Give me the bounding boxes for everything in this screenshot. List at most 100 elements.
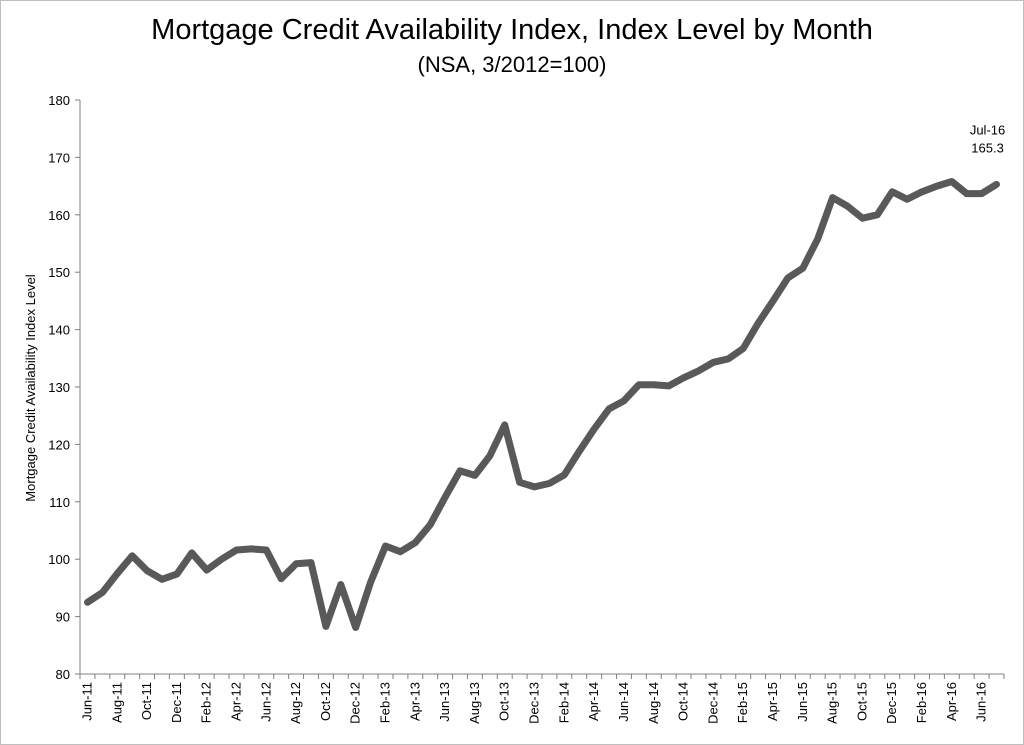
x-tick-label: Aug-11 — [109, 682, 124, 723]
x-tick-label: Dec-14 — [705, 682, 720, 724]
data-point — [354, 626, 358, 629]
x-tick-label: Aug-15 — [825, 682, 840, 724]
x-tick-label: Feb-14 — [556, 682, 571, 723]
data-point — [637, 383, 641, 387]
x-tick-label: Aug-14 — [646, 682, 661, 724]
x-tick-label: Apr-13 — [407, 682, 422, 721]
data-point — [86, 600, 89, 604]
data-point — [220, 557, 224, 561]
data-point — [190, 551, 194, 555]
y-tick-label: 80 — [56, 667, 70, 682]
data-point — [294, 562, 298, 566]
x-tick-label: Feb-12 — [199, 682, 214, 723]
x-tick-label: Feb-16 — [914, 682, 929, 723]
data-point — [846, 204, 849, 208]
y-tick-label: 120 — [48, 437, 70, 452]
data-point — [398, 550, 402, 554]
data-point — [622, 399, 626, 403]
y-tick-label: 100 — [48, 552, 70, 567]
x-tick-label: Apr-15 — [765, 682, 780, 721]
data-point — [562, 473, 566, 477]
x-tick-label: Oct-11 — [139, 682, 154, 720]
x-tick-label: Dec-11 — [169, 682, 184, 723]
data-point — [443, 495, 447, 499]
data-point — [205, 568, 209, 572]
data-point — [369, 580, 373, 584]
data-point — [279, 577, 283, 581]
data-point — [726, 357, 730, 361]
x-tick-label: Apr-16 — [944, 682, 959, 721]
data-point — [965, 192, 969, 196]
x-tick-label: Jun-11 — [79, 682, 94, 721]
x-tick-label: Feb-15 — [735, 682, 750, 723]
x-tick-label: Aug-12 — [288, 682, 303, 724]
data-point — [145, 569, 149, 573]
x-tick-label: Oct-14 — [676, 682, 691, 721]
data-point — [652, 383, 656, 387]
data-point — [130, 554, 134, 558]
data-point — [682, 376, 686, 380]
y-tick-label: 160 — [48, 208, 70, 223]
data-point — [831, 196, 835, 200]
data-point — [488, 454, 492, 458]
data-point — [995, 182, 998, 186]
y-tick-label: 130 — [48, 380, 70, 395]
data-point — [503, 423, 507, 427]
data-point — [264, 548, 268, 552]
data-point — [249, 547, 253, 551]
data-point — [980, 192, 984, 196]
annotation-value-label: 165.3 — [971, 140, 1004, 155]
data-point — [548, 481, 551, 485]
data-point — [890, 190, 894, 194]
data-point — [860, 216, 864, 220]
y-tick-label: 150 — [48, 265, 70, 280]
data-point — [667, 384, 671, 388]
data-point — [533, 485, 536, 489]
data-point — [115, 572, 119, 575]
data-point — [160, 577, 164, 581]
x-tick-label: Dec-15 — [884, 682, 899, 724]
y-axis-ticks: 80 90 100 110 120 130 140 150 160 170 180 — [48, 93, 80, 682]
x-tick-label: Oct-15 — [854, 682, 869, 721]
data-point — [592, 427, 596, 431]
data-point — [935, 184, 939, 188]
data-point — [473, 473, 477, 477]
data-point — [428, 523, 432, 527]
data-point — [950, 180, 954, 183]
chart-subtitle: (NSA, 3/2012=100) — [417, 52, 607, 77]
data-point — [413, 541, 417, 545]
y-axis-label: Mortgage Credit Availability Index Level — [23, 274, 38, 501]
x-tick-label: Apr-12 — [228, 682, 243, 721]
x-tick-label: Jun-15 — [795, 682, 810, 722]
annotation-date-label: Jul-16 — [970, 122, 1005, 137]
series-group — [84, 178, 1000, 631]
x-tick-label: Jun-13 — [437, 682, 452, 722]
x-tick-label: Jun-14 — [616, 682, 631, 722]
data-point — [771, 299, 775, 303]
data-point — [458, 469, 462, 473]
axes — [79, 100, 1004, 675]
data-point — [235, 548, 238, 552]
y-tick-label: 140 — [48, 323, 70, 338]
data-point — [920, 190, 924, 194]
x-tick-label: Dec-13 — [527, 682, 542, 724]
x-tick-label: Oct-13 — [497, 682, 512, 721]
y-tick-label: 90 — [56, 610, 70, 625]
data-point — [816, 237, 820, 241]
series-line — [84, 178, 1000, 631]
data-point — [875, 213, 879, 217]
data-point — [577, 449, 581, 453]
y-tick-label: 110 — [49, 495, 70, 510]
data-point — [801, 266, 805, 270]
chart-title: Mortgage Credit Availability Index, Inde… — [151, 14, 873, 46]
data-point — [339, 583, 343, 586]
x-tick-label: Aug-13 — [467, 682, 482, 724]
x-tick-label: Oct-12 — [318, 682, 333, 721]
data-point — [607, 407, 611, 411]
data-point — [324, 624, 328, 628]
data-point — [175, 572, 179, 576]
data-point — [697, 369, 700, 373]
y-tick-label: 180 — [48, 93, 70, 108]
x-axis-ticks: Jun-11 Aug-11 Oct-11 Dec-11 Feb-12 Apr-12 Jun-… — [79, 674, 1005, 724]
